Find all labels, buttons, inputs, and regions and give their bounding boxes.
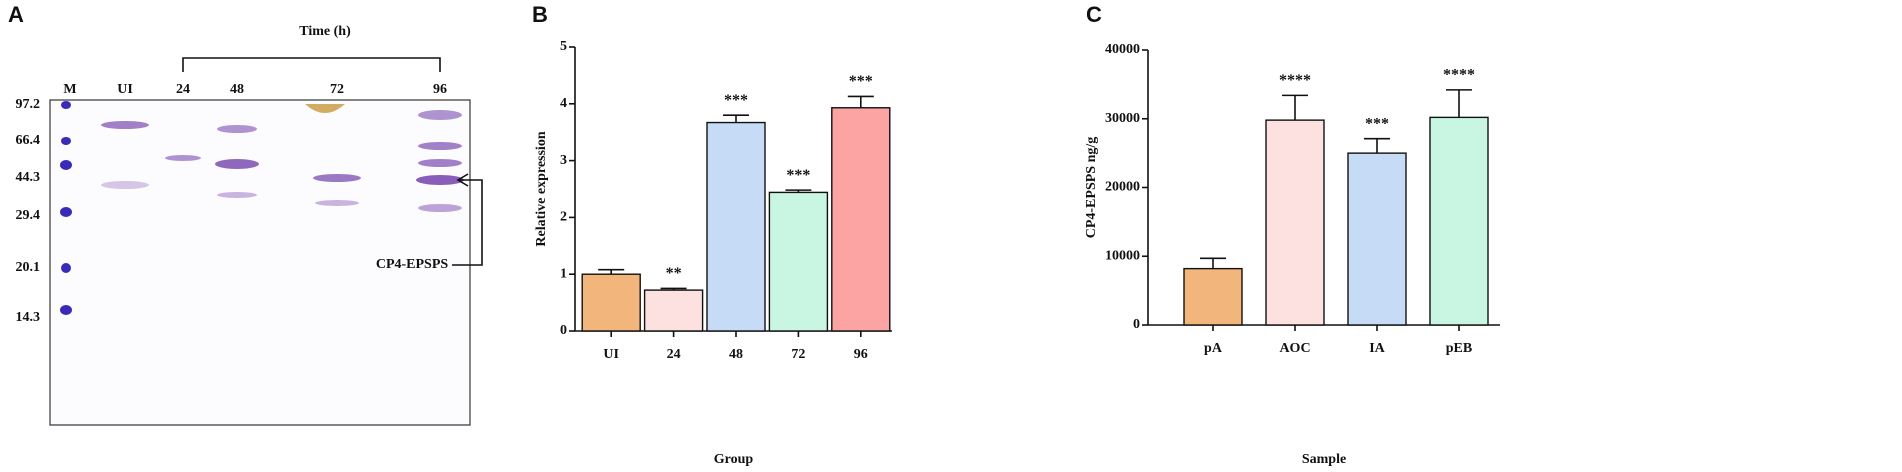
error-bar bbox=[660, 287, 687, 291]
error-bar bbox=[1282, 94, 1308, 121]
marker-label: 97.2 bbox=[16, 97, 41, 112]
panel-label: B bbox=[532, 2, 548, 27]
x-tick-label: 24 bbox=[667, 347, 681, 362]
x-tick-label: pEB bbox=[1446, 341, 1472, 356]
bar bbox=[1429, 116, 1489, 326]
panel-label: A bbox=[8, 2, 24, 27]
y-tick-label: 0 bbox=[560, 323, 567, 338]
bar bbox=[706, 121, 766, 332]
error-bar bbox=[1200, 257, 1226, 269]
gel-image bbox=[49, 99, 471, 426]
bar bbox=[581, 273, 641, 332]
lane-label: 48 bbox=[230, 82, 244, 97]
y-axis-label: Relative expression bbox=[534, 131, 549, 246]
y-tick-label: 4 bbox=[560, 96, 567, 111]
x-tick-label: UI bbox=[603, 347, 619, 362]
x-tick-label: 72 bbox=[791, 347, 805, 362]
x-tick-label: IA bbox=[1369, 341, 1385, 356]
error-bar bbox=[723, 114, 749, 123]
error-bar bbox=[1446, 89, 1472, 118]
error-bar bbox=[847, 95, 874, 108]
x-tick-label: 48 bbox=[729, 347, 743, 362]
error-bar bbox=[1364, 137, 1390, 154]
y-tick-label: 20000 bbox=[1105, 180, 1140, 195]
bar bbox=[1265, 119, 1325, 326]
significance: *** bbox=[724, 92, 748, 109]
significance: *** bbox=[849, 73, 873, 90]
panel-label: C bbox=[1086, 2, 1102, 27]
marker-label: 44.3 bbox=[16, 170, 41, 185]
bar bbox=[643, 289, 704, 332]
y-tick-label: 10000 bbox=[1105, 248, 1140, 263]
ladder bbox=[60, 101, 72, 315]
gel-title: Time (h) bbox=[299, 24, 351, 39]
x-tick-label: pA bbox=[1204, 341, 1223, 356]
marker-label: 14.3 bbox=[16, 310, 41, 325]
y-tick-label: 1 bbox=[560, 266, 567, 281]
significance: **** bbox=[1443, 67, 1475, 84]
x-tick-label: 96 bbox=[854, 347, 868, 362]
gel-bands bbox=[101, 104, 464, 212]
y-tick-label: 0 bbox=[1133, 317, 1140, 332]
error-bar bbox=[598, 268, 625, 275]
bar bbox=[1347, 152, 1407, 326]
bar bbox=[768, 191, 829, 332]
x-axis-label: Sample bbox=[1302, 452, 1346, 467]
x-tick-label: AOC bbox=[1279, 341, 1310, 356]
y-tick-label: 40000 bbox=[1105, 42, 1140, 57]
significance: ** bbox=[666, 265, 682, 282]
arrow-label: CP4-EPSPS bbox=[376, 257, 449, 272]
lane-label: 72 bbox=[330, 82, 344, 97]
bar bbox=[831, 107, 891, 332]
arrow bbox=[452, 173, 483, 266]
marker-label: 20.1 bbox=[16, 260, 41, 275]
significance: *** bbox=[786, 167, 810, 184]
y-axis-label: CP4-EPSPS ng/g bbox=[1084, 137, 1099, 239]
time-bracket bbox=[182, 57, 441, 72]
x-axis-label: Group bbox=[714, 452, 754, 467]
y-tick-label: 5 bbox=[560, 39, 567, 54]
y-tick-label: 3 bbox=[560, 153, 567, 168]
bar bbox=[1183, 267, 1243, 326]
error-bar bbox=[785, 189, 812, 193]
marker-label: 29.4 bbox=[16, 208, 41, 223]
y-tick-label: 30000 bbox=[1105, 111, 1140, 126]
lane-label: 24 bbox=[176, 82, 190, 97]
lane-label: M bbox=[63, 82, 76, 97]
lane-label: UI bbox=[117, 82, 133, 97]
significance: **** bbox=[1279, 72, 1311, 89]
lane-label: 96 bbox=[433, 82, 447, 97]
marker-label: 66.4 bbox=[16, 133, 41, 148]
y-tick-label: 2 bbox=[560, 210, 567, 225]
significance: *** bbox=[1365, 115, 1389, 132]
